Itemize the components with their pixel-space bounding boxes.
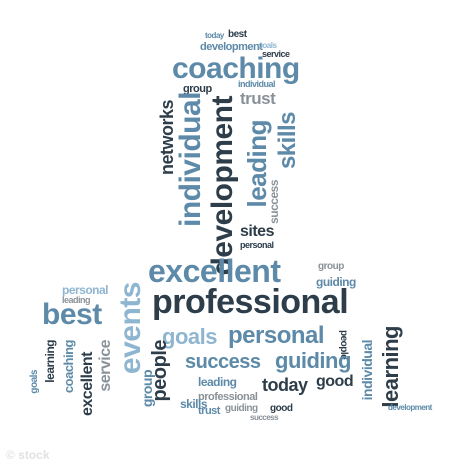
word-good-small: good bbox=[270, 403, 293, 414]
word-people-vertical: people bbox=[338, 330, 349, 360]
word-guiding-small: guiding bbox=[225, 403, 258, 414]
word-success-vertical: success bbox=[267, 180, 281, 224]
word-guiding-top: guiding bbox=[316, 275, 356, 289]
word-group-right: group bbox=[318, 261, 344, 272]
word-leading-small: leading bbox=[198, 375, 237, 389]
word-individual-vertical: individual bbox=[174, 92, 207, 228]
word-learning-left-vertical: learning bbox=[43, 340, 57, 383]
word-excellent: excellent bbox=[148, 253, 281, 289]
word-goals-large: goals bbox=[162, 324, 217, 349]
word-trust: trust bbox=[240, 89, 276, 108]
word-best: best bbox=[228, 29, 247, 40]
word-individual-top: individual bbox=[238, 79, 276, 89]
word-good: good bbox=[316, 373, 354, 390]
word-service-vertical: service bbox=[97, 340, 114, 392]
word-success-large: success bbox=[185, 351, 261, 373]
word-professional: professional bbox=[152, 283, 349, 321]
word-goals: goals bbox=[258, 41, 277, 50]
word-individual-right-vertical: individual bbox=[359, 340, 375, 401]
word-best-large: best bbox=[42, 298, 102, 331]
word-coaching-vertical: coaching bbox=[61, 340, 76, 394]
word-skills-small: skills bbox=[180, 397, 208, 411]
word-personal-small: personal bbox=[240, 240, 274, 250]
word-development-vertical: development bbox=[206, 96, 239, 276]
word-learning-vertical: learning bbox=[378, 326, 403, 408]
word-today: today bbox=[205, 31, 224, 40]
watermark-mark: © stock bbox=[6, 448, 50, 462]
word-goals-vertical: goals bbox=[29, 370, 40, 394]
word-excellent-vertical: excellent bbox=[79, 352, 96, 416]
word-success-small: success bbox=[250, 413, 279, 422]
word-leading-left: leading bbox=[62, 295, 91, 305]
word-skills-vertical: skills bbox=[274, 112, 301, 170]
word-group: group bbox=[183, 83, 212, 95]
word-trust-small: trust bbox=[198, 405, 220, 417]
word-development: development bbox=[200, 41, 263, 53]
word-professional-small: professional bbox=[198, 391, 258, 403]
word-group-vertical: group bbox=[139, 370, 155, 408]
word-sites: sites bbox=[240, 223, 274, 240]
word-development-bottom-right: development bbox=[388, 403, 432, 412]
word-events-vertical: events bbox=[114, 282, 147, 375]
word-personal-left: personal bbox=[62, 283, 109, 297]
word-service: service bbox=[262, 49, 290, 59]
word-today-large: today bbox=[262, 375, 308, 395]
word-guiding-large: guiding bbox=[275, 348, 351, 373]
word-coaching: coaching bbox=[172, 52, 300, 85]
word-personal-large: personal bbox=[228, 322, 325, 349]
